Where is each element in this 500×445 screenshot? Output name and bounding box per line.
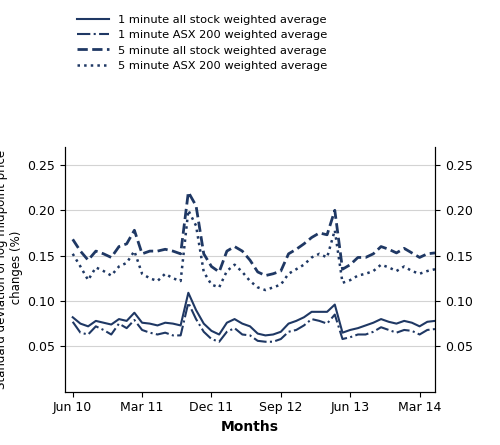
Y-axis label: Standard deviation of log midpoint price
 changes (%): Standard deviation of log midpoint price… <box>0 150 23 389</box>
Legend: 1 minute all stock weighted average, 1 minute ASX 200 weighted average, 5 minute: 1 minute all stock weighted average, 1 m… <box>77 15 327 71</box>
X-axis label: Months: Months <box>221 420 279 434</box>
